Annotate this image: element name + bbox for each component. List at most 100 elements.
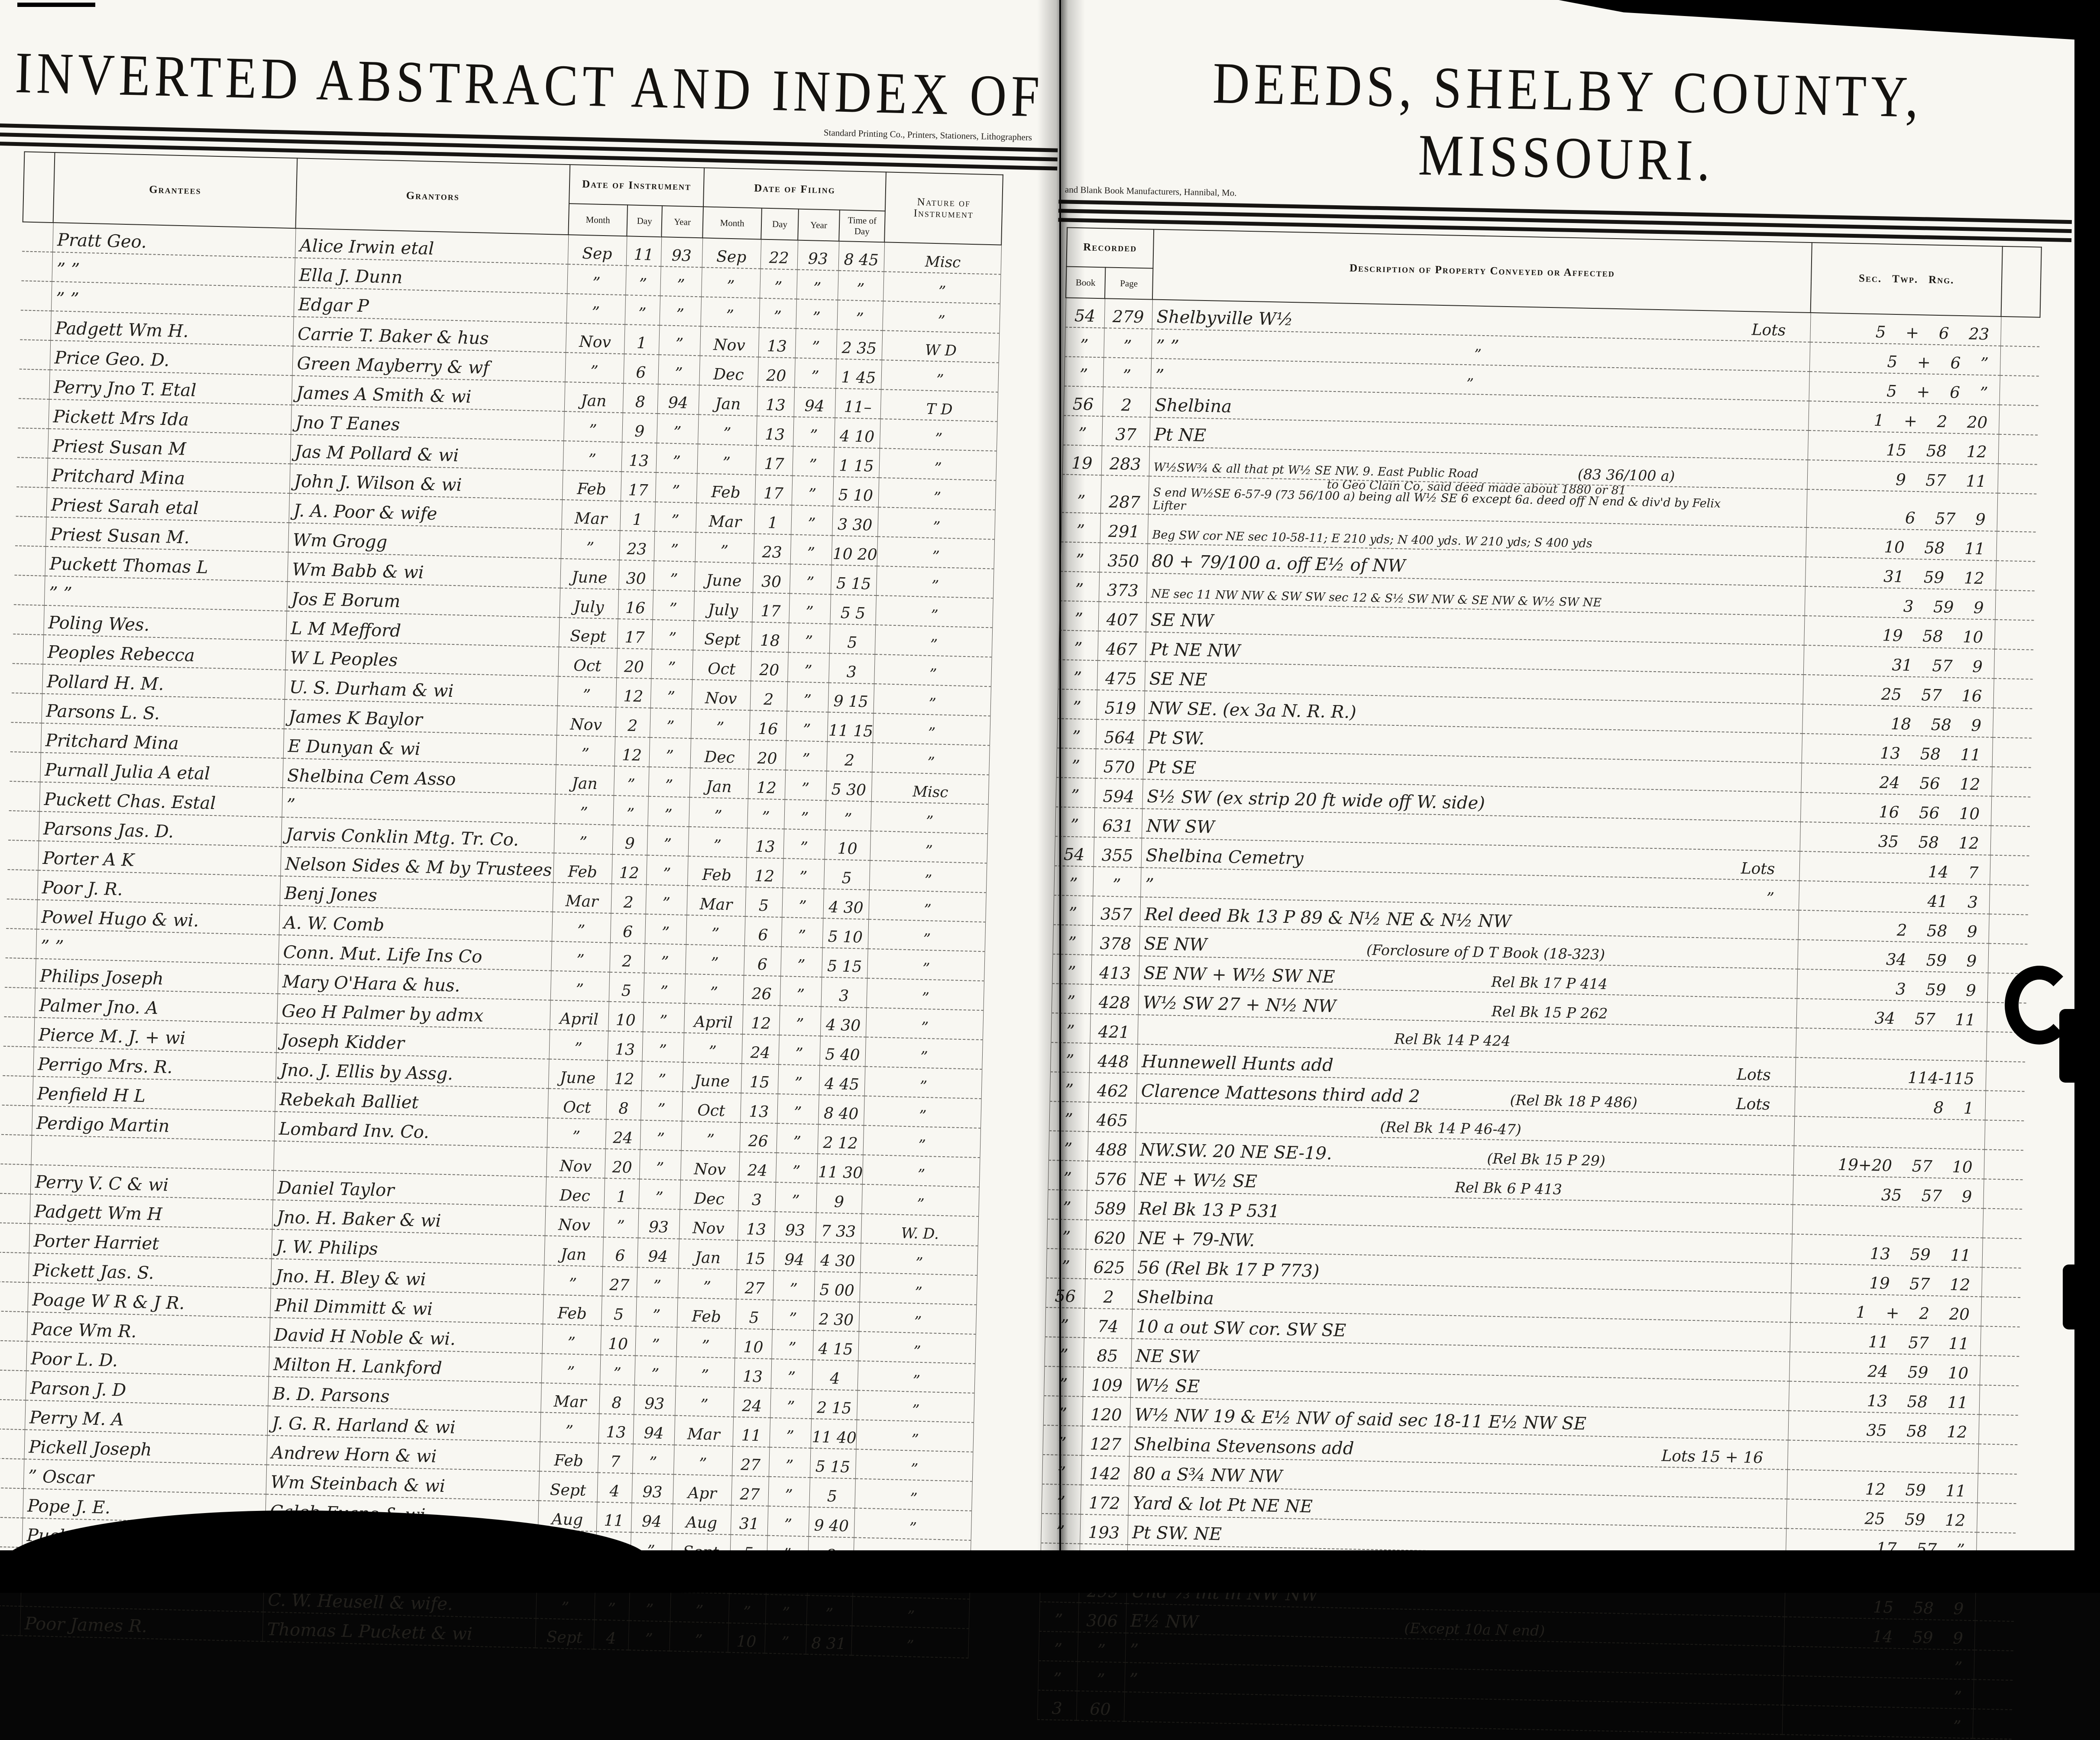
right-margin-cell — [1993, 708, 2032, 738]
lots-label — [1738, 1407, 1781, 1408]
nature-cell: ” — [874, 625, 993, 657]
sec-twp-rng-cell: 12 59 11 — [1786, 1469, 1978, 1503]
page-cell: 421 — [1090, 1013, 1138, 1045]
instrument-day-cell: ” — [625, 265, 661, 296]
filing-time-cell: 1 15 — [833, 447, 880, 478]
right-margin-cell — [2000, 346, 2040, 376]
filing-day-cell: 26 — [739, 1122, 777, 1153]
instrument-day-cell: ” — [599, 1355, 635, 1385]
release-note: ” — [1466, 375, 1474, 392]
filing-month-cell: Mar — [674, 1415, 734, 1446]
filing-month-cell: ” — [675, 1356, 735, 1387]
filing-day-cell: 5 — [745, 887, 783, 918]
instrument-year-cell: ” — [648, 767, 690, 798]
nature-cell: W. D. — [861, 1213, 979, 1246]
filing-month-cell: ” — [675, 1386, 734, 1417]
margin-cell — [0, 1517, 23, 1548]
book-cell: ” — [1049, 1072, 1090, 1102]
filing-day-cell: 27 — [731, 1446, 770, 1477]
filing-day-cell: 24 — [733, 1387, 771, 1418]
release-note — [1621, 934, 1638, 935]
book-cell: ” — [1055, 807, 1095, 838]
margin-cell — [2, 1075, 33, 1106]
page-cell: 172 — [1080, 1484, 1129, 1515]
filing-month-cell: ” — [701, 267, 760, 298]
filing-time-cell: 5 15 — [822, 948, 868, 978]
page-cell: 407 — [1098, 602, 1146, 632]
nature-cell: ” — [860, 1243, 978, 1275]
instrument-month-cell: Mar — [561, 499, 621, 531]
filing-time-cell: 5 30 — [825, 771, 872, 802]
right-margin-cell — [1979, 1385, 2019, 1416]
filing-month-cell: July — [693, 591, 753, 622]
release-note — [1489, 1255, 1507, 1256]
page-cell: 142 — [1081, 1455, 1129, 1486]
margin-cell — [0, 1134, 32, 1165]
instrument-year-cell: ” — [635, 1326, 677, 1357]
instrument-day-cell: 8 — [622, 383, 658, 414]
instrument-month-cell: June — [548, 1059, 608, 1090]
sec-twp-rng-cell: 35 58 12 — [1799, 821, 1991, 855]
description-text: SE NW — [1150, 610, 1214, 631]
sec-twp-rng-cell: 14 59 9 — [1783, 1617, 1975, 1650]
margin-cell — [0, 1193, 30, 1224]
instrument-year-cell: ” — [646, 855, 688, 886]
instrument-day-cell: ” — [603, 1207, 639, 1238]
page-cell: 413 — [1091, 955, 1139, 986]
filing-year-cell: ” — [769, 1417, 812, 1449]
filing-year-cell: ” — [791, 505, 833, 536]
filing-year-cell: ” — [785, 741, 827, 771]
right-margin-cell — [1998, 434, 2038, 465]
lots-label — [1741, 1260, 1784, 1261]
page-cell: 373 — [1098, 572, 1147, 603]
instrument-month-cell: ” — [556, 735, 615, 766]
release-note: Rel Bk 6 P 413 — [1455, 1178, 1563, 1198]
filing-month-cell: June — [694, 562, 754, 593]
instrument-year-cell: 93 — [637, 1208, 680, 1239]
right-margin-cell — [1982, 1208, 2022, 1239]
nature-cell: ” — [862, 1155, 980, 1187]
filing-month-cell: ” — [676, 1327, 735, 1358]
right-margin-cell — [1989, 884, 2029, 915]
filing-time-cell: 4 45 — [819, 1065, 865, 1096]
release-note — [1518, 1609, 1535, 1610]
sec-twp-rng-cell: 34 57 11 — [1796, 998, 1987, 1032]
margin-cell — [12, 634, 44, 664]
instrument-year-cell: ” — [652, 590, 695, 621]
instrument-month-cell: ” — [566, 294, 626, 325]
date-of-instrument-header: Date of Instrument — [569, 165, 705, 207]
margin-cell — [0, 1223, 30, 1253]
filing-day-cell: 1 — [754, 504, 792, 535]
lots-label — [1758, 427, 1801, 428]
filing-time-cell: 4 15 — [812, 1330, 859, 1361]
filing-month-cell: Jan — [678, 1239, 738, 1270]
nature-cell: ” — [851, 1626, 969, 1658]
nature-cell: ” — [877, 537, 995, 569]
description-text: Pt SW. — [1148, 728, 1205, 749]
margin-cell — [0, 1458, 24, 1489]
instrument-year-cell: 94 — [657, 384, 699, 415]
margin-cell — [16, 457, 48, 488]
page-cell: 2 — [1102, 387, 1151, 417]
filing-month-cell: ” — [685, 944, 744, 976]
filing-month-cell: Mar — [696, 503, 755, 534]
filing-year-cell: ” — [775, 1152, 818, 1184]
margin-cell — [0, 1429, 25, 1459]
sec-twp-rng-cell: ” — [1783, 1646, 1974, 1680]
filing-time-cell: ” — [806, 1595, 853, 1626]
book-cell: ” — [1051, 1013, 1090, 1043]
instrument-day-cell: 6 — [610, 913, 646, 944]
instrument-day-cell: 13 — [598, 1413, 634, 1444]
instrument-day-cell: 23 — [619, 530, 655, 561]
sec-twp-rng-cell: 5 + 6 ” — [1809, 372, 2000, 405]
filing-month-cell: Aug — [672, 1504, 731, 1535]
sec-twp-rng-cell: 1 + 2 20 — [1808, 401, 2000, 434]
description-text: 80 a S¾ NW NW — [1133, 1464, 1283, 1487]
filing-year-cell: ” — [770, 1388, 812, 1419]
filing-month-cell: Nov — [680, 1150, 740, 1181]
lots-label — [1752, 701, 1796, 702]
instrument-month-cell: Nov — [557, 705, 616, 737]
filing-month-cell: ” — [689, 797, 748, 828]
filing-time-cell: 5 10 — [832, 476, 879, 508]
filing-year-cell: ” — [791, 475, 834, 506]
